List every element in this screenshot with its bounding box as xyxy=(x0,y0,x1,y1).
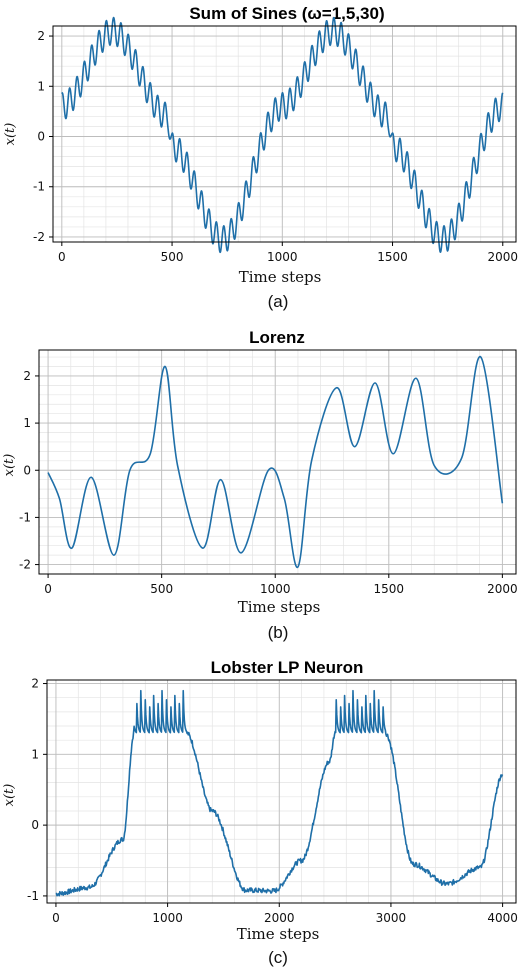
y-tick-label: 1 xyxy=(31,747,39,761)
major-grid xyxy=(47,680,516,903)
series-line xyxy=(47,356,504,568)
x-tick-label: 1000 xyxy=(260,582,291,596)
major-grid xyxy=(39,350,516,574)
x-axis-label: Time steps xyxy=(237,925,320,943)
subfigure-label: (c) xyxy=(268,948,288,967)
y-tick-label: -1 xyxy=(27,889,39,903)
panel-lobster-lp-neuron: Lobster LP Neuron 0 1000 2000 3000 4000 -1 0 1… xyxy=(2,658,518,967)
y-tick-label: -1 xyxy=(33,180,45,194)
y-tick-label: 2 xyxy=(37,29,45,43)
x-tick-label: 1000 xyxy=(152,911,183,925)
x-tick-label: 1500 xyxy=(377,250,408,264)
x-axis-ticks: 0 500 1000 1500 2000 xyxy=(44,574,518,596)
plot-frame xyxy=(38,349,517,575)
x-axis-ticks: 0 1000 2000 3000 4000 xyxy=(52,903,518,925)
x-tick-label: 2000 xyxy=(264,911,295,925)
y-tick-label: 2 xyxy=(31,677,39,691)
x-tick-label: 4000 xyxy=(487,911,518,925)
y-tick-label: 1 xyxy=(37,79,45,93)
y-tick-label: 0 xyxy=(23,463,31,477)
panel-title: Lobster LP Neuron xyxy=(211,658,364,677)
y-tick-label: 0 xyxy=(31,818,39,832)
y-tick-label: 2 xyxy=(23,369,31,383)
minor-grid xyxy=(53,26,516,242)
x-tick-label: 2000 xyxy=(487,582,518,596)
x-tick-label: 0 xyxy=(52,911,60,925)
x-tick-label: 0 xyxy=(44,582,52,596)
x-tick-label: 500 xyxy=(150,582,173,596)
y-axis-ticks: -2 -1 0 1 2 xyxy=(33,29,53,244)
y-tick-label: -2 xyxy=(33,230,45,244)
y-axis-label: x(t) xyxy=(3,123,18,146)
panel-title: Lorenz xyxy=(249,328,305,347)
x-tick-label: 2000 xyxy=(487,250,518,264)
panel-sum-of-sines: Sum of Sines (ω=1,5,30) 0 500 1000 1500 2000… xyxy=(3,4,518,311)
subfigure-label: (b) xyxy=(268,623,289,642)
minor-grid xyxy=(47,680,516,903)
y-tick-label: 0 xyxy=(37,130,45,144)
y-tick-label: -1 xyxy=(19,510,31,524)
panel-title: Sum of Sines (ω=1,5,30) xyxy=(189,4,384,23)
x-axis-label: Time steps xyxy=(238,598,321,616)
x-tick-label: 0 xyxy=(58,250,66,264)
y-tick-label: 1 xyxy=(23,416,31,430)
x-tick-label: 500 xyxy=(161,250,184,264)
y-axis-ticks: -1 0 1 2 xyxy=(27,677,47,903)
y-axis-label: x(t) xyxy=(2,784,17,807)
plot-frame xyxy=(46,679,517,904)
y-axis-label: x(t) xyxy=(2,454,17,477)
panel-lorenz: Lorenz 0 500 1000 1500 2000 -2 -1 0 1 2 Time ste… xyxy=(2,328,518,642)
x-tick-label: 1500 xyxy=(374,582,405,596)
plot-frame xyxy=(52,25,517,243)
series-line xyxy=(55,689,504,897)
major-grid xyxy=(53,26,516,242)
subfigure-label: (a) xyxy=(268,292,289,311)
x-axis-label: Time steps xyxy=(239,268,322,286)
y-tick-label: -2 xyxy=(19,558,31,572)
x-tick-label: 1000 xyxy=(267,250,298,264)
minor-grid xyxy=(39,350,516,575)
y-axis-ticks: -2 -1 0 1 2 xyxy=(19,369,39,572)
x-axis-ticks: 0 500 1000 1500 2000 xyxy=(58,242,518,264)
x-tick-label: 3000 xyxy=(376,911,407,925)
series-line xyxy=(61,16,504,254)
